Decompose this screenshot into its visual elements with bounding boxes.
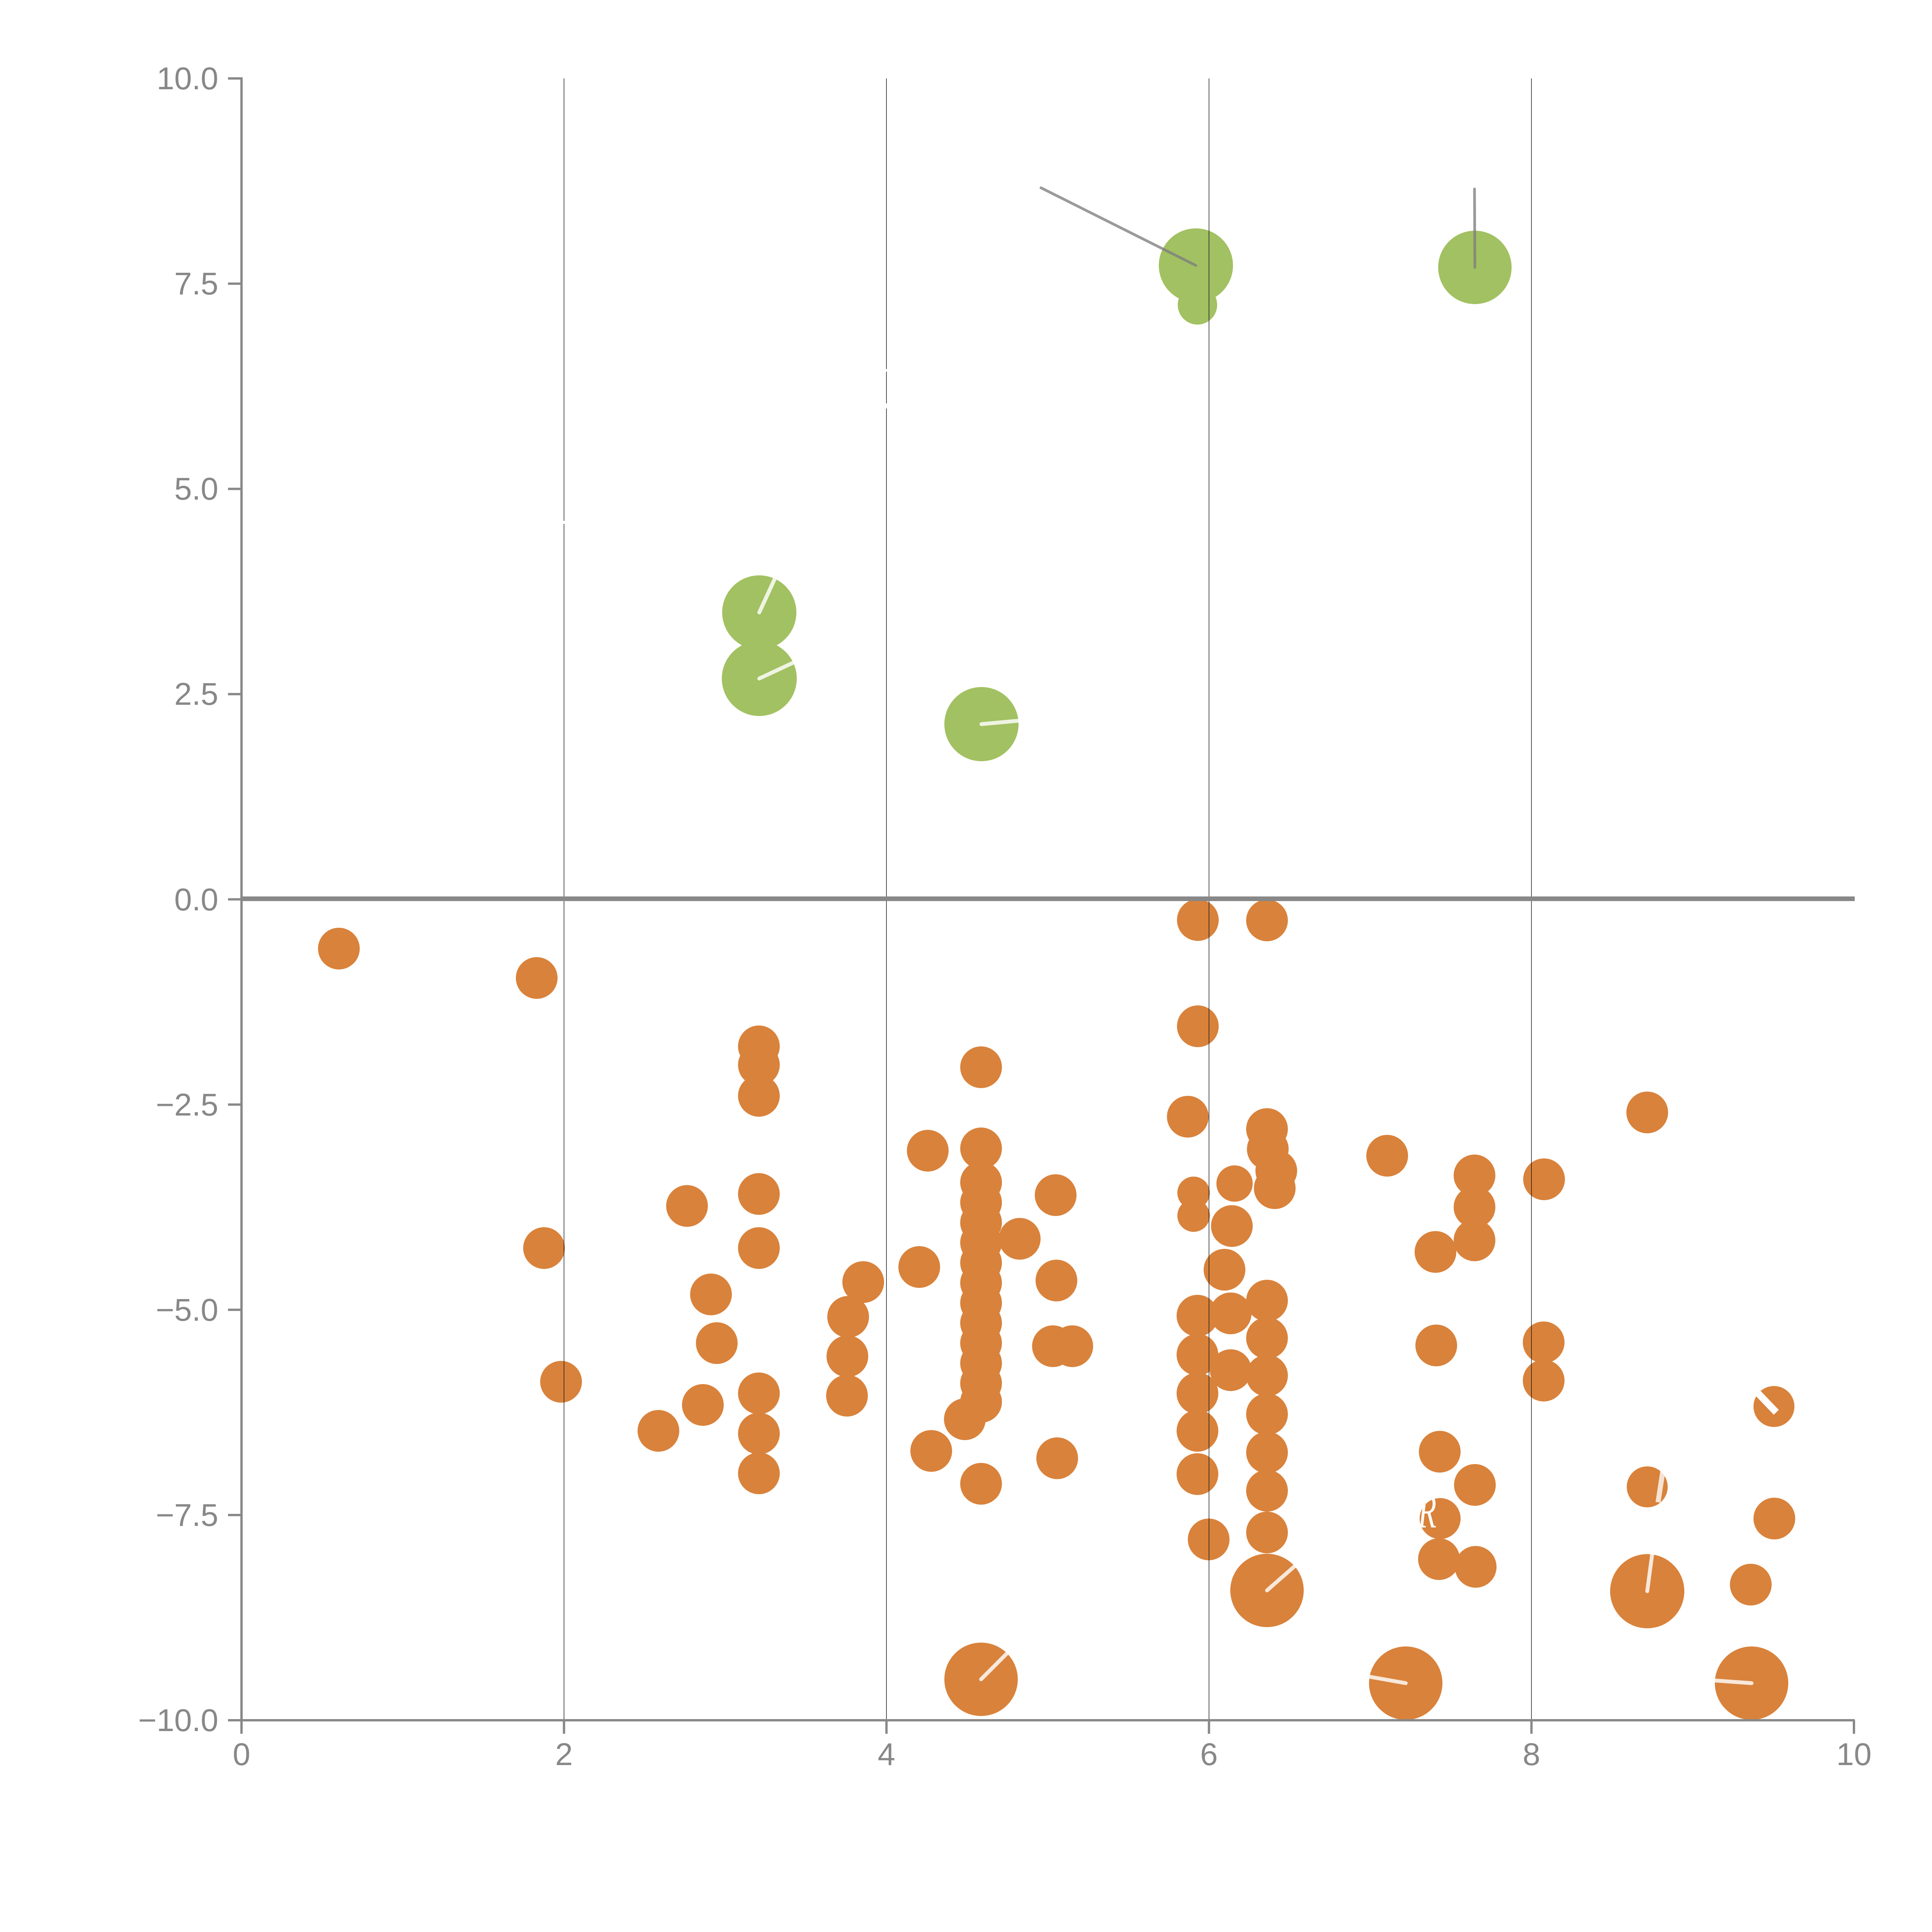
- svg-text:10: 10: [1836, 1737, 1871, 1772]
- svg-text:7.5: 7.5: [174, 266, 218, 301]
- svg-text:0: 0: [233, 1737, 250, 1772]
- svg-text:−7.5: −7.5: [156, 1498, 218, 1533]
- svg-text:8: 8: [1523, 1737, 1541, 1772]
- svg-text:5.0: 5.0: [174, 471, 218, 507]
- svg-text:4: 4: [878, 1737, 895, 1772]
- svg-text:2.5: 2.5: [174, 677, 218, 712]
- svg-text:10.0: 10.0: [156, 61, 218, 96]
- svg-text:6: 6: [1200, 1737, 1218, 1772]
- svg-text:0.0: 0.0: [174, 882, 218, 917]
- svg-text:−2.5: −2.5: [156, 1087, 218, 1122]
- svg-text:−5.0: −5.0: [156, 1293, 218, 1328]
- svg-text:2: 2: [555, 1737, 573, 1772]
- svg-text:R: R: [1418, 1485, 1436, 1538]
- svg-text:−10.0: −10.0: [138, 1703, 218, 1738]
